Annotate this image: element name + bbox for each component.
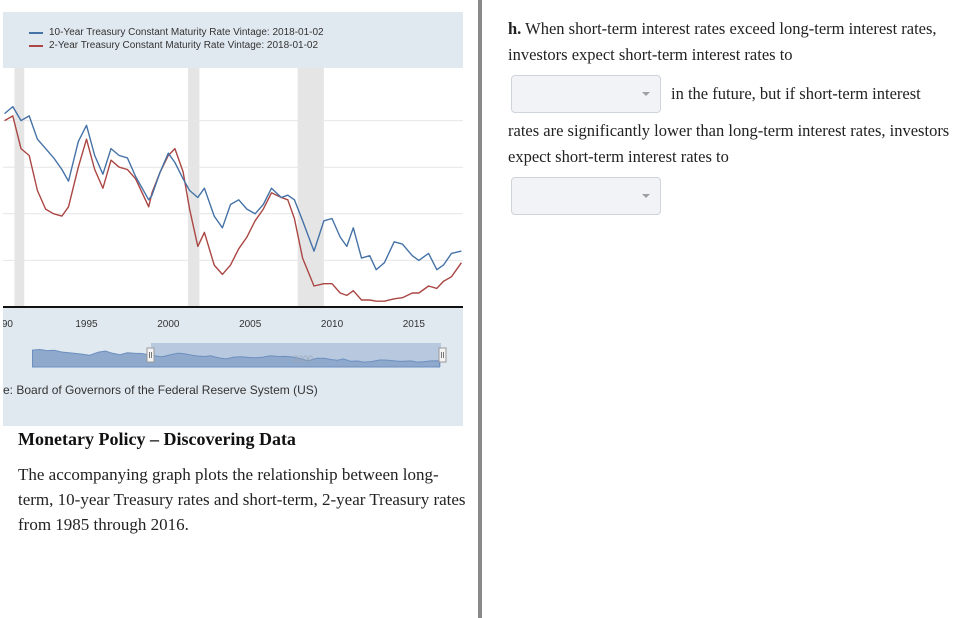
intro-paragraph: The accompanying graph plots the relatio…	[18, 465, 466, 534]
answer-dropdown-2[interactable]	[511, 177, 661, 215]
legend-swatch-red	[29, 44, 43, 47]
legend-item-2yr[interactable]: 2-Year Treasury Constant Maturity Rate V…	[29, 39, 324, 52]
question-part-2: in the future, but if short-term interes…	[671, 84, 921, 103]
question-part-1: When short-term interest rates exceed lo…	[508, 19, 937, 64]
answer-dropdown-1[interactable]	[511, 75, 661, 113]
legend-swatch-blue	[29, 31, 43, 34]
question-text-1: h. When short-term interest rates exceed…	[508, 16, 953, 68]
plot-background	[3, 68, 463, 308]
chevron-down-icon	[642, 92, 650, 96]
question-part-3: rates are significantly lower than long-…	[508, 121, 950, 166]
legend-label-2yr: 2-Year Treasury Constant Maturity Rate V…	[49, 40, 319, 51]
recession-band-0	[14, 68, 25, 307]
pane-divider[interactable]	[478, 0, 482, 618]
x-tick-label: 2000	[157, 319, 180, 330]
navigator-left-handle[interactable]	[146, 347, 155, 363]
section-title: Monetary Policy – Discovering Data	[18, 429, 296, 449]
chart-legend: 10-Year Treasury Constant Maturity Rate …	[29, 26, 324, 52]
legend-item-10yr[interactable]: 10-Year Treasury Constant Maturity Rate …	[29, 26, 324, 39]
line-chart[interactable]: 990 1995 2000 2005 2010 2015 2000	[3, 12, 463, 372]
navigator-series	[32, 348, 440, 368]
x-tick-label: 2015	[403, 319, 426, 330]
navigator-right-handle[interactable]	[438, 347, 447, 363]
x-tick-label: 990	[3, 319, 13, 330]
question-label: h.	[508, 19, 522, 38]
legend-label-10yr: 10-Year Treasury Constant Maturity Rate …	[49, 27, 324, 38]
recession-band-1	[187, 68, 200, 307]
navigator-label: 2000	[293, 354, 313, 364]
chevron-down-icon	[642, 194, 650, 198]
question-pane: h. When short-term interest rates exceed…	[482, 0, 963, 618]
fred-chart: 10-Year Treasury Constant Maturity Rate …	[3, 12, 463, 426]
series-line-10yr[interactable]	[4, 105, 462, 271]
chart-source: e: Board of Governors of the Federal Res…	[3, 383, 318, 397]
x-tick-label: 2010	[321, 319, 344, 330]
series-line-2yr[interactable]	[4, 115, 462, 302]
recession-band-2	[297, 68, 324, 307]
x-tick-label: 2005	[239, 319, 262, 330]
x-tick-label: 1995	[75, 319, 98, 330]
graph-pane: 10-Year Treasury Constant Maturity Rate …	[0, 0, 478, 618]
